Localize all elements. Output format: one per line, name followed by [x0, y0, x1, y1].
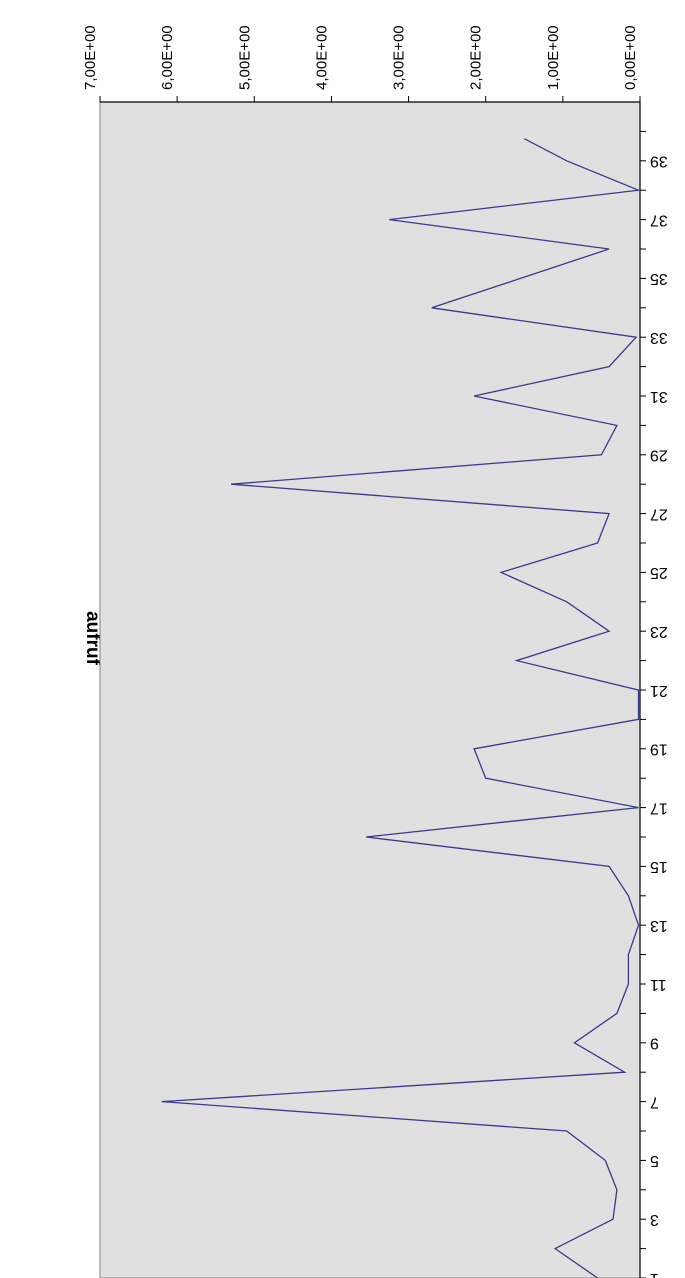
- x-tick-label: 5: [650, 1152, 659, 1169]
- data-point: [616, 1189, 618, 1191]
- data-point: [638, 189, 640, 191]
- x-tick-label: 19: [650, 741, 668, 758]
- x-tick-label: 21: [650, 682, 668, 699]
- data-point: [608, 248, 610, 250]
- y-axis-ticks: 0,00E+00 1,00E+00 2,00E+00 3,00E+00 4,00E+00…: [82, 25, 641, 102]
- x-tick-label: 25: [650, 564, 668, 581]
- data-point: [612, 1218, 614, 1220]
- data-point: [566, 601, 568, 603]
- y-tick-label: 0,00E+00: [622, 25, 639, 90]
- x-tick-label: 11: [650, 976, 667, 993]
- data-point: [628, 895, 630, 897]
- data-point: [608, 866, 610, 868]
- data-point: [473, 395, 475, 397]
- data-point: [388, 219, 390, 221]
- data-point: [485, 777, 487, 779]
- data-point: [516, 660, 518, 662]
- x-tick-label: 23: [650, 623, 668, 640]
- data-point: [624, 1071, 626, 1073]
- x-tick-label: 35: [650, 270, 668, 287]
- x-tick-label: 27: [650, 505, 668, 522]
- y-tick-label: 3,00E+00: [391, 25, 408, 90]
- x-tick-label: 17: [650, 799, 668, 816]
- data-point: [616, 425, 618, 427]
- data-point: [604, 1160, 606, 1162]
- y-axis: 0,00E+00 1,00E+00 2,00E+00 3,00E+00 4,00E+00…: [82, 25, 641, 103]
- data-point: [566, 1130, 568, 1132]
- data-point: [601, 454, 603, 456]
- data-point: [638, 719, 640, 721]
- series-layer: [161, 138, 642, 1278]
- data-point: [608, 513, 610, 515]
- x-tick-label: 1: [650, 1270, 659, 1278]
- data-point: [473, 748, 475, 750]
- data-point: [431, 307, 433, 309]
- data-point: [161, 1101, 163, 1103]
- data-point: [500, 572, 502, 574]
- data-point: [608, 366, 610, 368]
- x-tick-label: 3: [650, 1211, 659, 1228]
- data-point: [523, 138, 525, 140]
- x-tick-label: 39: [650, 153, 668, 170]
- data-point: [554, 1248, 556, 1250]
- x-tick-label: 9: [650, 1035, 659, 1052]
- x-tick-label: 33: [650, 329, 668, 346]
- x-axis: 13579111315171921232527293133353739: [639, 102, 668, 1278]
- x-tick-label: 29: [650, 447, 668, 464]
- x-tick-label: 31: [650, 388, 668, 405]
- data-point: [608, 630, 610, 632]
- x-tick-label: 37: [650, 211, 668, 228]
- x-axis-ticks: 13579111315171921232527293133353739: [640, 130, 668, 1278]
- y-tick-label: 5,00E+00: [236, 25, 253, 90]
- y-tick-label: 1,00E+00: [545, 25, 562, 90]
- data-point: [520, 278, 522, 280]
- series-line-0: [161, 138, 642, 1278]
- data-point: [566, 160, 568, 162]
- data-point: [365, 836, 367, 838]
- data-point: [230, 483, 232, 485]
- x-tick-label: 15: [650, 858, 668, 875]
- chart-title: aufruf: [82, 611, 103, 666]
- data-point: [638, 689, 640, 691]
- x-tick-label: 7: [650, 1093, 659, 1110]
- data-point: [574, 1042, 576, 1044]
- data-point: [628, 983, 630, 985]
- data-point: [638, 924, 640, 926]
- data-point: [638, 807, 640, 809]
- x-tick-label: 13: [650, 917, 668, 934]
- y-tick-label: 7,00E+00: [82, 25, 99, 90]
- data-point: [597, 542, 599, 544]
- y-tick-label: 6,00E+00: [159, 25, 176, 90]
- y-tick-label: 4,00E+00: [313, 25, 330, 90]
- y-tick-label: 2,00E+00: [468, 25, 485, 90]
- data-point: [635, 336, 637, 338]
- plot-area: [99, 101, 641, 1278]
- data-point: [628, 954, 630, 956]
- data-point: [616, 1013, 618, 1015]
